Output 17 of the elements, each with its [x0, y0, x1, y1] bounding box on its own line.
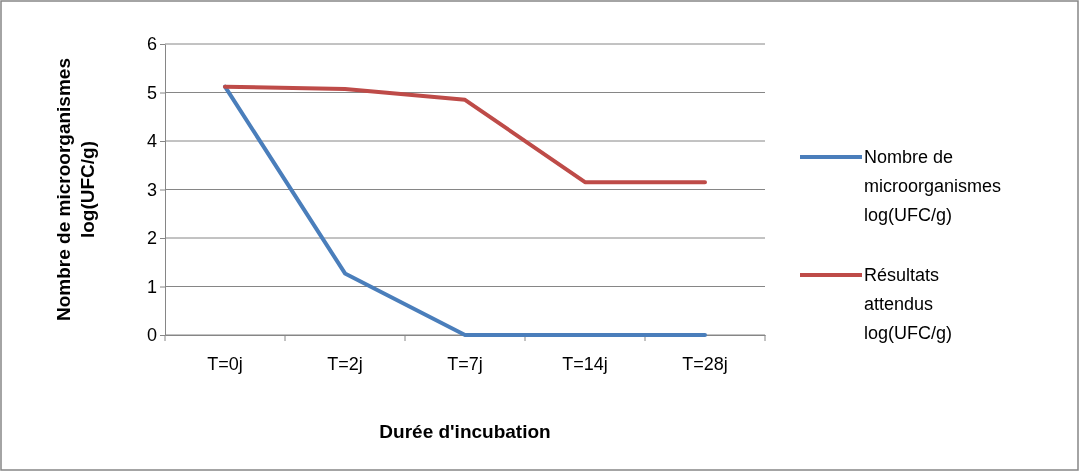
x-tick-label: T=28j [682, 353, 728, 374]
y-tick-label: 3 [146, 179, 157, 200]
y-tick-label: 4 [146, 131, 157, 152]
y-axis-title: Nombre de microorganismes log(UFC/g) [53, 58, 98, 321]
y-tick-label: 5 [146, 82, 157, 103]
x-tick-label: T=2j [327, 353, 363, 374]
legend-label: Nombre de microorganismes log(UFC/g) [864, 147, 1002, 225]
x-axis-title: Durée d'incubation [379, 421, 551, 442]
x-tick-label: T=0j [207, 353, 243, 374]
legend-label: Résultats attendus log(UFC/g) [864, 265, 953, 343]
y-tick-label: 2 [146, 228, 157, 249]
y-tick-label: 6 [146, 34, 157, 55]
y-tick-label: 1 [146, 276, 157, 297]
line-series [223, 84, 707, 185]
x-tick-label: T=14j [562, 353, 608, 374]
y-tick-label: 0 [146, 325, 157, 346]
x-tick-label: T=7j [447, 353, 483, 374]
